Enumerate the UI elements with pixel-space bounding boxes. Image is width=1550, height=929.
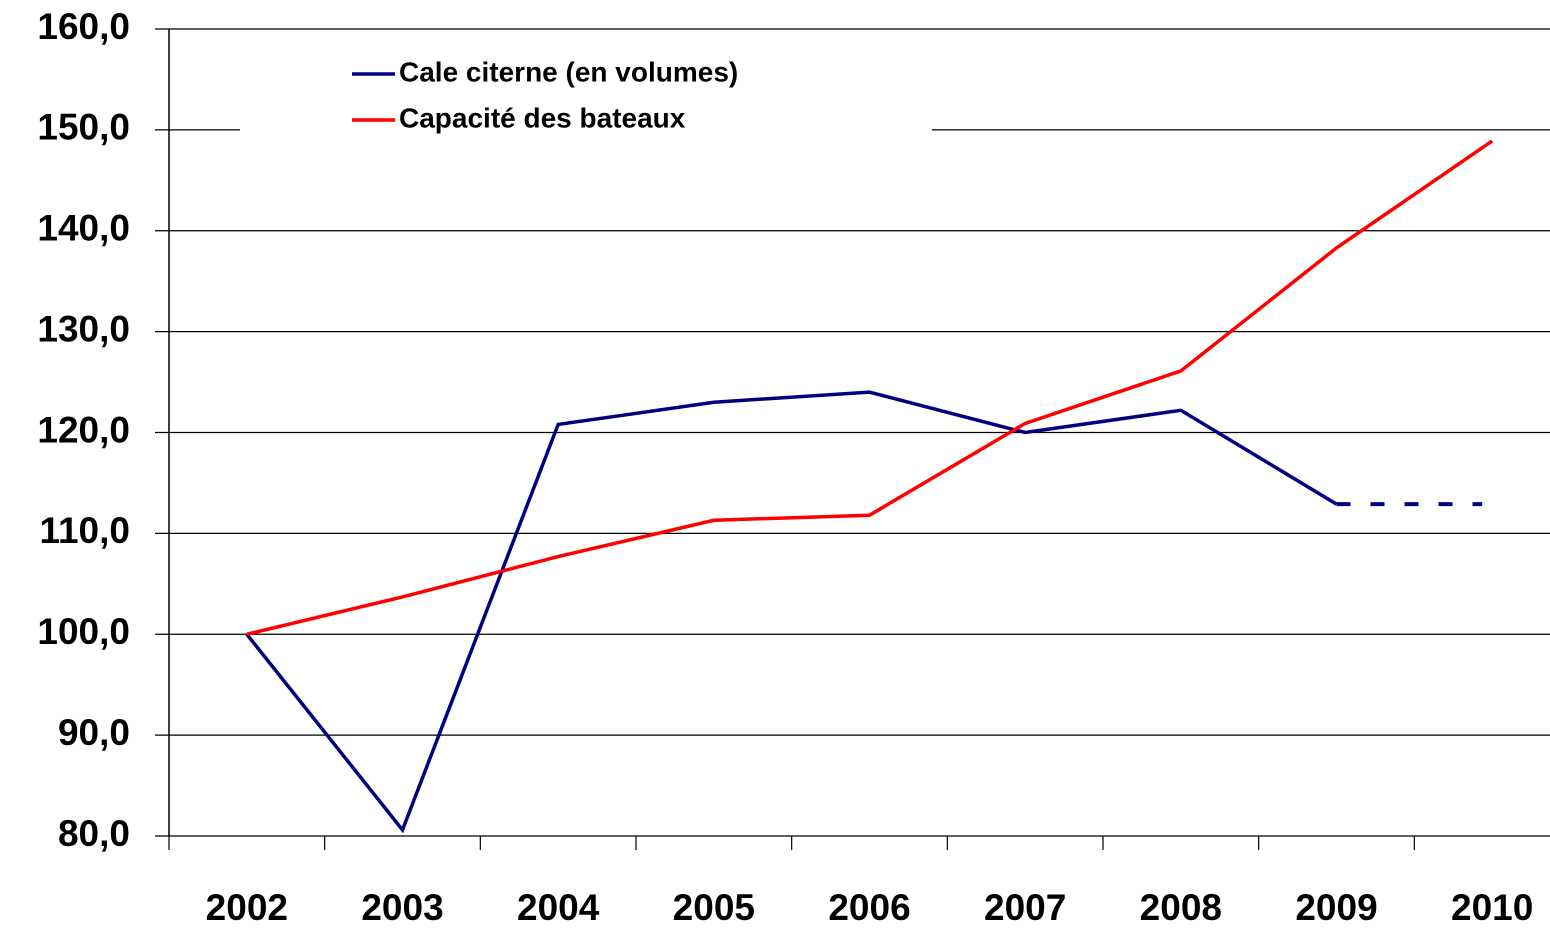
line	[246, 139, 1494, 636]
x-tick-label: 2004	[517, 887, 600, 928]
legend-box	[240, 50, 932, 145]
y-tick-label: 90,0	[58, 712, 130, 753]
legend-label: Capacité des bateaux	[399, 102, 686, 133]
y-tick-label: 110,0	[39, 510, 130, 551]
y-tick-label: 130,0	[37, 308, 130, 349]
x-tick-label: 2010	[1451, 887, 1533, 928]
x-tick-label: 2009	[1295, 887, 1377, 928]
x-tick-label: 2008	[1140, 887, 1222, 928]
y-tick-label: 120,0	[37, 409, 130, 450]
y-tick-label: 100,0	[37, 611, 130, 652]
x-tick-label: 2002	[206, 887, 288, 928]
y-tick-label: 160,0	[37, 6, 130, 47]
y-tick-label: 80,0	[58, 813, 130, 854]
y-tick-label: 150,0	[37, 107, 130, 148]
legend: Cale citerne (en volumes) Capacité des ba…	[240, 50, 932, 145]
x-tick-label: 2007	[984, 887, 1066, 928]
y-tick-label: 140,0	[37, 208, 130, 249]
line	[245, 390, 1338, 834]
legend-label: Cale citerne (en volumes)	[399, 56, 738, 87]
x-tick-label: 2005	[673, 887, 755, 928]
x-tick-label: 2003	[361, 887, 443, 928]
x-tick-label: 2006	[828, 887, 910, 928]
